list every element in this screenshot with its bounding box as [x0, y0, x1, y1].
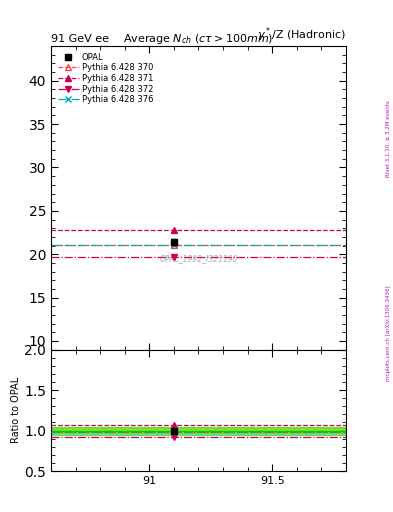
Text: mcplots.cern.ch [arXiv:1306.3436]: mcplots.cern.ch [arXiv:1306.3436] — [386, 285, 391, 380]
Legend: OPAL, Pythia 6.428 370, Pythia 6.428 371, Pythia 6.428 372, Pythia 6.428 376: OPAL, Pythia 6.428 370, Pythia 6.428 371… — [55, 50, 156, 107]
Text: Rivet 3.1.10, ≥ 3.2M events: Rivet 3.1.10, ≥ 3.2M events — [386, 100, 391, 177]
Text: Average $N_{ch}$ $(c\tau > 100mm)$: Average $N_{ch}$ $(c\tau > 100mm)$ — [123, 32, 274, 46]
Y-axis label: Ratio to OPAL: Ratio to OPAL — [11, 377, 22, 443]
Bar — [51, 428, 346, 433]
Text: 91 GeV ee: 91 GeV ee — [51, 33, 109, 44]
Bar — [51, 426, 346, 435]
Text: OPAL_1992_I321190: OPAL_1992_I321190 — [159, 254, 238, 263]
Text: $\gamma^*$/Z (Hadronic): $\gamma^*$/Z (Hadronic) — [257, 25, 346, 44]
